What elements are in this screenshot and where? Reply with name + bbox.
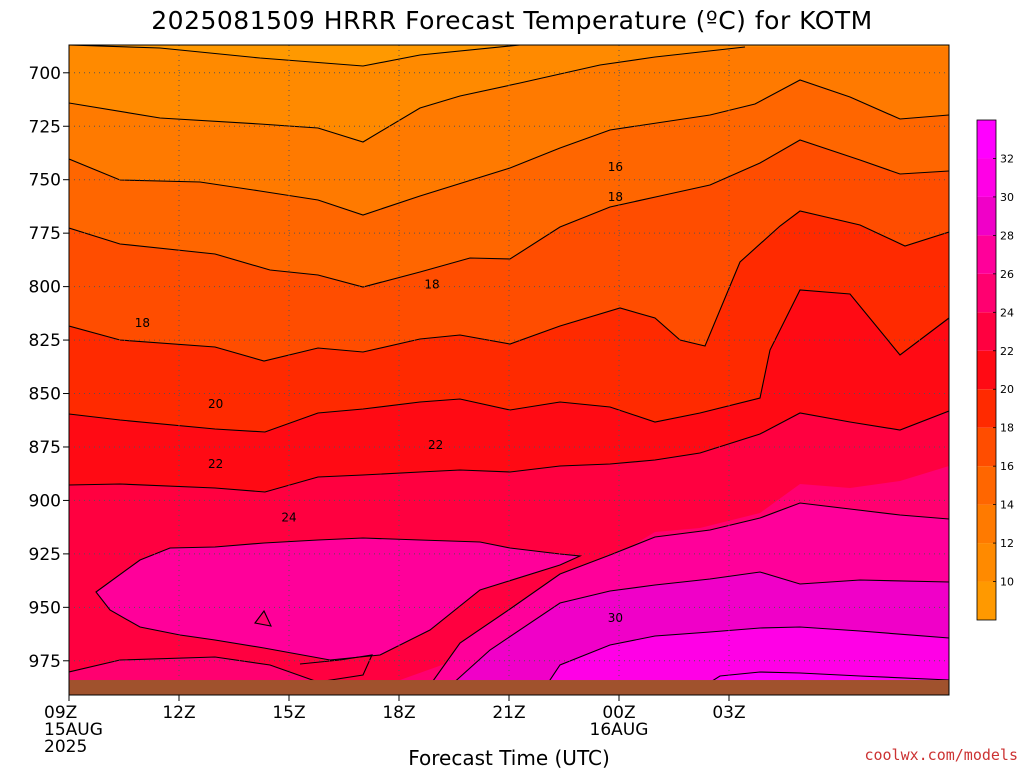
colorbar-label: 20 [1000,383,1014,396]
x-tick-label: 00Z [602,703,635,723]
y-axis: 700 725 750 775 800 825 850 875 900 925 950 975 [29,64,69,672]
colorbar-label: 14 [1000,499,1014,512]
colorbar-label: 10 [1000,576,1014,589]
colorbar-frame [976,119,997,621]
colorbar-label: 12 [1000,537,1014,550]
y-tick-label: 700 [29,64,61,84]
contour-label: 18 [608,190,623,204]
colorbar-label: 18 [1000,422,1014,435]
colorbar-swatch [977,427,996,467]
colorbar-label: 16 [1000,460,1014,473]
y-tick-label: 875 [29,438,61,458]
contour-label: 30 [608,611,623,625]
y-tick-label: 825 [29,331,61,351]
colorbar-swatch [977,196,996,236]
contour-label: 18 [424,277,439,291]
colorbar-swatch [977,273,996,313]
colorbar: 10 12 14 16 18 20 22 24 26 28 30 32 [976,119,1014,621]
colorbar-label: 28 [1000,229,1014,242]
colorbar-label: 30 [1000,191,1014,204]
band-fill [96,538,580,660]
colorbar-swatch [977,235,996,274]
x-tick-label: 03Z [712,703,745,723]
colorbar-label: 26 [1000,268,1014,281]
y-tick-label: 725 [29,117,61,137]
contour-labels: 16 18 18 18 20 22 22 24 30 [135,160,623,625]
contour-label: 24 [281,511,296,525]
y-tick-label: 925 [29,545,61,565]
x-tick-label: 12Z [162,703,195,723]
colorbar-swatch [977,158,996,197]
colorbar-label: 32 [1000,152,1014,165]
colorbar-label: 22 [1000,345,1014,358]
x-tick-label: 16AUG [590,720,649,740]
x-tick-label: 15AUG [44,720,103,740]
contour-label: 20 [208,397,223,411]
contour-label: 16 [608,160,623,174]
x-tick-label: 18Z [382,703,415,723]
y-tick-label: 900 [29,491,61,511]
band-fill [255,611,271,626]
x-tick-label: 09Z [44,703,77,723]
y-tick-label: 850 [29,385,61,405]
x-tick-label: 15Z [272,703,305,723]
colorbar-swatch [977,543,996,582]
colorbar-label: 24 [1000,306,1014,319]
plot-area: 16 18 18 18 20 22 22 24 30 [69,45,949,695]
contour-lines [69,45,949,695]
y-tick-label: 975 [29,652,61,672]
chart-title: 2025081509 HRRR Forecast Temperature (ºC… [151,6,872,35]
contour-label: 18 [135,316,150,330]
y-tick-label: 800 [29,278,61,298]
colorbar-swatch [977,466,996,505]
colorbar-swatch [977,389,996,428]
x-tick-label: 21Z [492,703,525,723]
contour-label: 22 [208,457,223,471]
gridlines [69,45,949,695]
contour-label: 22 [428,438,443,452]
colorbar-swatch [977,120,996,159]
colorbar-swatch [977,504,996,544]
colorbar-swatch [977,350,996,390]
x-tick-label: 2025 [44,737,87,757]
credit-link[interactable]: coolwx.com/models [864,746,1018,764]
colorbar-swatch [977,312,996,351]
colorbar-swatch [977,581,996,620]
y-tick-label: 775 [29,224,61,244]
x-axis-title: Forecast Time (UTC) [408,746,610,768]
y-tick-label: 750 [29,171,61,191]
y-tick-label: 950 [29,598,61,618]
surface-ground [69,680,949,695]
